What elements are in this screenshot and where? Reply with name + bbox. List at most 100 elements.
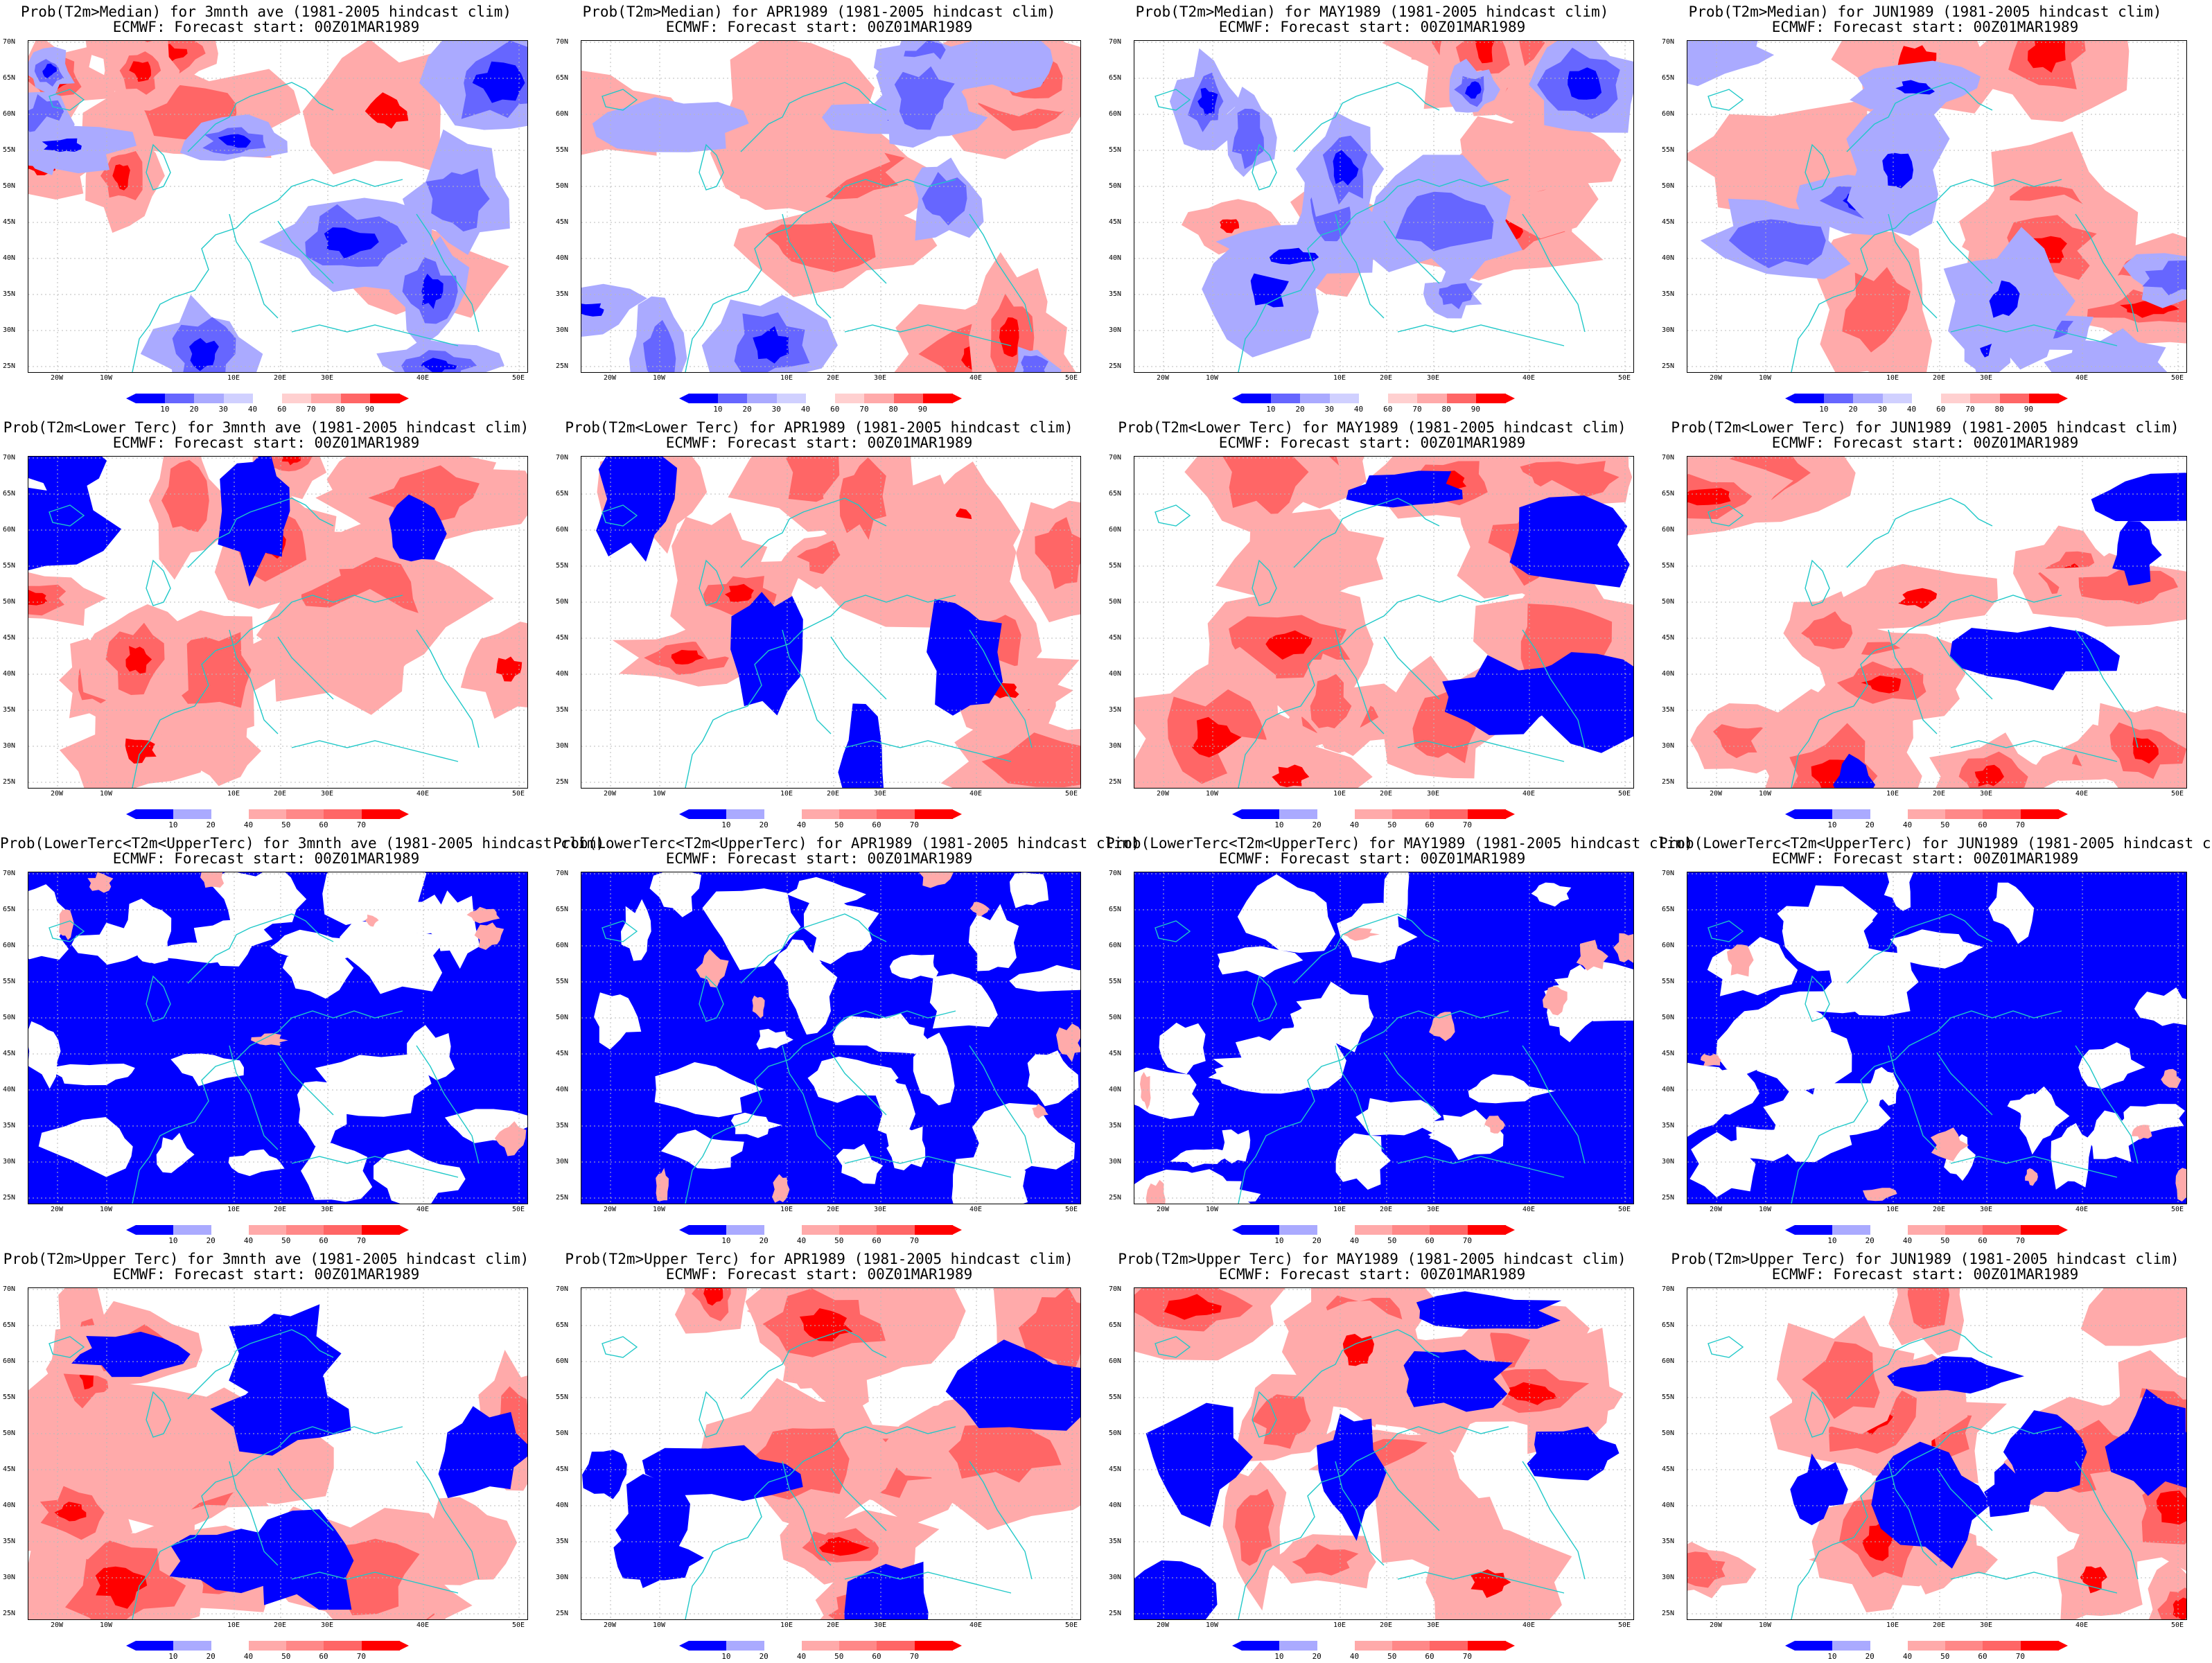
coastline xyxy=(291,1572,459,1594)
colorbar-label: 70 xyxy=(2015,1236,2025,1245)
colorbar-segment xyxy=(805,394,836,403)
coastline xyxy=(49,504,85,527)
longitude-label: 30E xyxy=(874,374,887,382)
colorbar-segment xyxy=(914,809,953,819)
colorbar-label: 70 xyxy=(356,820,366,829)
coastline xyxy=(1805,143,1830,191)
colorbar-arrow-left xyxy=(679,394,689,403)
colorbar-label: 80 xyxy=(1994,405,2004,414)
colorbar-segment xyxy=(839,1225,878,1235)
prob-area-below xyxy=(1403,1349,1513,1412)
colorbar-segment xyxy=(1279,809,1318,819)
prob-area-below xyxy=(582,1450,627,1499)
latitude-label: 30N xyxy=(556,1574,569,1581)
coastline xyxy=(416,629,480,748)
latitude-label: 55N xyxy=(1662,146,1675,154)
latitude-label: 25N xyxy=(1662,778,1675,786)
colorbar-segment xyxy=(1358,394,1389,403)
colorbar-segment xyxy=(801,1225,841,1235)
prob-area-mid xyxy=(1310,674,1352,729)
latitude-label: 60N xyxy=(1662,526,1675,534)
longitude-label: 10W xyxy=(1206,1206,1219,1213)
longitude-label: 10E xyxy=(1333,374,1346,382)
colorbar-label: 80 xyxy=(335,405,345,414)
colorbar-arrow-left xyxy=(126,809,136,819)
colorbar-label: 40 xyxy=(247,405,258,414)
latitude-label: 25N xyxy=(1109,1194,1122,1202)
colorbar-label: 60 xyxy=(277,405,287,414)
probability-map xyxy=(1687,456,2187,789)
map-panel: Prob(T2m>Median) for MAY1989 (1981-2005 … xyxy=(1106,0,1638,416)
colorbar-label: 90 xyxy=(918,405,928,414)
prob-area-below-mid xyxy=(1395,191,1494,252)
prob-area-below xyxy=(1687,41,1775,87)
prob-area-below xyxy=(613,1536,705,1581)
coastline xyxy=(1708,504,1744,527)
longitude-label: 10W xyxy=(100,1621,113,1629)
colorbar-segment xyxy=(136,394,166,403)
longitude-label: 10W xyxy=(653,1206,666,1213)
colorbar xyxy=(679,394,962,403)
colorbar-segment xyxy=(136,1641,175,1651)
latitude-label: 65N xyxy=(1662,906,1675,913)
longitude-label: 20W xyxy=(604,374,617,382)
coastline xyxy=(1950,740,2118,762)
probability-map xyxy=(1687,40,2187,373)
colorbar-label: 40 xyxy=(1353,405,1364,414)
coastline xyxy=(782,1045,832,1150)
prob-area-high xyxy=(1475,41,1495,64)
latitude-label: 55N xyxy=(1662,562,1675,570)
map-canvas xyxy=(1687,457,2186,788)
latitude-label: 30N xyxy=(556,1158,569,1165)
latitude-label: 25N xyxy=(3,1610,16,1617)
low-prob-area xyxy=(929,974,998,1029)
latitude-label: 70N xyxy=(1109,454,1122,461)
longitude-label: 20E xyxy=(827,1206,840,1213)
low-prob-area xyxy=(1884,872,1914,911)
coastline xyxy=(1791,1426,2062,1619)
latitude-label: 35N xyxy=(3,1538,16,1545)
colorbar-label: 70 xyxy=(909,1652,919,1661)
latitude-label: 70N xyxy=(1662,38,1675,46)
colorbar-label: 50 xyxy=(834,1652,844,1661)
low-prob-area xyxy=(1010,872,1049,908)
low-prob-area xyxy=(270,929,358,960)
prob-area-high xyxy=(1342,1334,1374,1366)
colorbar xyxy=(1785,1225,2068,1235)
colorbar-label: 70 xyxy=(2015,1652,2025,1661)
latitude-label: 65N xyxy=(1109,74,1122,82)
latitude-label: 45N xyxy=(556,1050,569,1057)
prob-area-mid xyxy=(28,584,67,616)
coastline xyxy=(416,1045,480,1164)
colorbar-segment xyxy=(252,394,283,403)
latitude-label: 65N xyxy=(1109,1321,1122,1329)
longitude-label: 10W xyxy=(1759,1621,1772,1629)
prob-area-high xyxy=(725,583,754,602)
latitude-label: 60N xyxy=(3,110,16,118)
colorbar-label: 60 xyxy=(319,820,328,829)
longitude-label: 10E xyxy=(227,790,240,798)
longitude-label: 20E xyxy=(827,374,840,382)
colorbar-label: 20 xyxy=(1312,1652,1322,1661)
colorbar-segment xyxy=(1999,394,2030,403)
latitude-label: 30N xyxy=(3,742,16,750)
coastline xyxy=(1936,1468,1993,1531)
panel-subtitle: ECMWF: Forecast start: 00Z01MAR1989 xyxy=(665,1266,973,1283)
colorbar-label: 10 xyxy=(1266,405,1276,414)
longitude-label: 30E xyxy=(1980,374,1993,382)
coastline xyxy=(1950,1156,2118,1178)
low-prob-area xyxy=(1716,1009,1793,1076)
colorbar-label: 40 xyxy=(1349,1652,1360,1661)
colorbar-segment xyxy=(1824,394,1854,403)
longitude-label: 10E xyxy=(1333,1206,1346,1213)
prob-area-above xyxy=(1425,1522,1572,1619)
low-prob-area xyxy=(301,1143,373,1202)
colorbar-segment xyxy=(1795,809,1834,819)
prob-area-high xyxy=(1164,1294,1222,1320)
colorbar-segment xyxy=(1279,1225,1318,1235)
colorbar-segment xyxy=(689,1641,728,1651)
panel-title: Prob(T2m>Upper Terc) for JUN1989 (1981-2… xyxy=(1671,1251,2179,1267)
coastline xyxy=(1155,1336,1191,1358)
latitude-label: 50N xyxy=(3,598,16,606)
coastline xyxy=(844,324,1012,346)
